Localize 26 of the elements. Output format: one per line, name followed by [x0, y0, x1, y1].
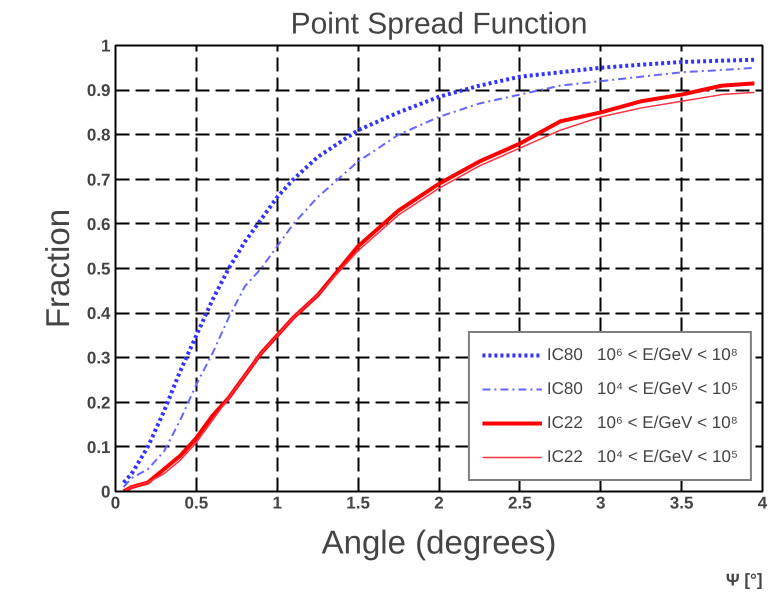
x-tick-label: 2.5 — [508, 494, 532, 512]
y-tick-label: 0.7 — [86, 170, 111, 190]
legend-label: IC80 10⁴ < E/GeV < 10⁵ — [546, 379, 738, 399]
x-tick-label: 2 — [434, 494, 444, 512]
y-tick-label: 1 — [101, 36, 111, 56]
y-tick-label: 0.8 — [86, 126, 111, 145]
text: Ψ [°] — [726, 570, 763, 590]
x-axis-title: Angle (degrees) — [322, 524, 556, 560]
y-tick-label: 0.5 — [86, 260, 111, 278]
x-tick-label: 0.5 — [184, 494, 208, 512]
y-tick-label: 0.4 — [86, 304, 112, 324]
x-tick-label: 3 — [596, 494, 606, 512]
chart-title: Point Spread Function — [290, 8, 588, 40]
x-tick-label: 1 — [272, 494, 282, 512]
x-tick-label: 1.5 — [346, 494, 370, 512]
x-tick-label: 4 — [758, 494, 768, 512]
y-tick-label: 0.3 — [86, 348, 111, 368]
y-axis-title: Fraction — [38, 208, 76, 328]
legend-label: IC22 10⁶ < E/GeV < 10⁸ — [546, 413, 738, 433]
legend-label: IC80 10⁶ < E/GeV < 10⁸ — [546, 345, 738, 365]
y-tick-label: 0.9 — [86, 81, 111, 100]
y-tick-label: 0.2 — [86, 393, 111, 412]
y-tick-label: 0.1 — [86, 438, 111, 457]
legend-label: IC22 10⁴ < E/GeV < 10⁵ — [546, 447, 738, 467]
y-tick-label: 0.6 — [86, 214, 111, 234]
x-tick-label: 3.5 — [670, 494, 694, 512]
